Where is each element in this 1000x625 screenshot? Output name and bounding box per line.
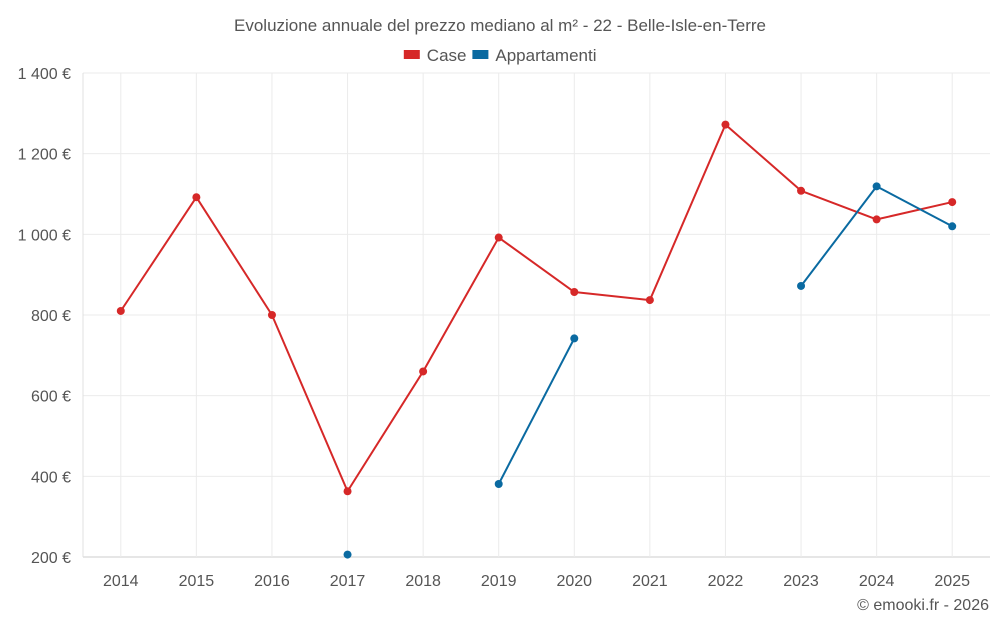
series-appartamenti <box>343 182 957 559</box>
data-point <box>721 120 730 129</box>
data-point <box>267 311 276 319</box>
data-point <box>343 487 352 496</box>
x-tick-label: 2025 <box>934 573 970 590</box>
data-point <box>570 334 579 343</box>
legend-item-case: Case <box>403 46 467 65</box>
data-point <box>494 479 503 488</box>
y-axis: 200 € 400 € 600 € 800 € 1 000 € 1 200 € 1 400 … <box>18 66 71 567</box>
y-tick-label: 800 € <box>31 308 71 325</box>
legend-label: Appartamenti <box>495 46 596 65</box>
y-tick-label: 1 200 € <box>18 147 71 164</box>
y-tick-label: 400 € <box>31 469 71 486</box>
credit-text: © emooki.fr - 2026 <box>857 597 989 614</box>
data-point <box>645 296 654 305</box>
x-tick-label: 2024 <box>859 573 895 590</box>
x-tick-label: 2016 <box>254 573 290 590</box>
y-tick-label: 200 € <box>31 550 71 567</box>
data-point <box>192 193 201 202</box>
legend-item-appartamenti: Appartamenti <box>472 46 597 65</box>
data-point <box>343 550 352 559</box>
x-tick-label: 2023 <box>783 573 819 590</box>
x-tick-label: 2017 <box>330 573 366 590</box>
series-case <box>116 120 957 496</box>
series-line <box>119 123 953 493</box>
data-point <box>948 222 957 231</box>
x-tick-label: 2014 <box>103 573 139 590</box>
data-point <box>570 288 579 297</box>
data-point <box>948 198 957 207</box>
grid <box>82 72 990 558</box>
data-point <box>872 182 881 191</box>
data-point <box>872 215 881 224</box>
x-axis: 2014 2015 2016 2017 2018 2019 2020 2021 2022 2023… <box>103 573 970 590</box>
y-tick-label: 600 € <box>31 389 71 406</box>
data-point <box>419 367 428 376</box>
legend-swatch <box>403 50 420 59</box>
data-point <box>494 233 503 242</box>
data-point <box>116 306 125 315</box>
x-tick-label: 2015 <box>179 573 215 590</box>
x-tick-label: 2022 <box>708 573 744 590</box>
legend: Case Appartamenti <box>403 46 597 65</box>
series-group <box>116 120 957 559</box>
series-line <box>497 337 576 485</box>
data-point <box>797 186 806 195</box>
y-tick-label: 1 000 € <box>18 227 71 244</box>
data-point <box>797 281 806 290</box>
x-tick-label: 2019 <box>481 573 517 590</box>
x-tick-label: 2018 <box>405 573 441 590</box>
legend-swatch <box>472 50 489 59</box>
y-tick-label: 1 400 € <box>18 66 71 83</box>
legend-label: Case <box>427 46 467 65</box>
x-tick-label: 2020 <box>556 573 592 590</box>
chart-title: Evoluzione annuale del prezzo mediano al… <box>234 16 766 35</box>
x-tick-label: 2021 <box>632 573 668 590</box>
